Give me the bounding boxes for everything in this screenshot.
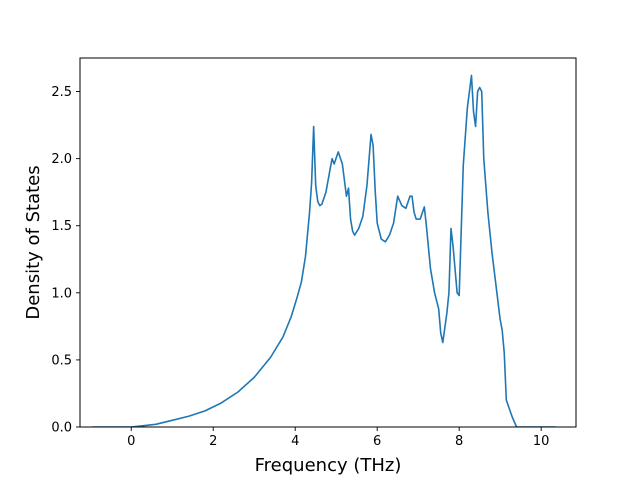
y-axis-label: Density of States [23, 165, 44, 319]
y-tick-label: 1.0 [51, 286, 72, 301]
y-tick-label: 2.0 [51, 152, 72, 167]
x-axis-label: Frequency (THz) [255, 455, 402, 476]
x-tick-label: 6 [373, 434, 381, 449]
axes-frame [79, 57, 577, 428]
x-tick-label: 10 [533, 434, 550, 449]
x-axis-ticks: 0 2 4 6 8 10 [127, 427, 549, 449]
y-axis-ticks: 0.0 0.5 1.0 1.5 2.0 2.5 [51, 85, 80, 436]
x-tick-label: 2 [209, 434, 217, 449]
y-tick-label: 0.0 [51, 421, 72, 436]
dos-series-line-0 [92, 74, 556, 427]
y-tick-label: 0.5 [51, 353, 72, 368]
x-tick-label: 4 [291, 434, 299, 449]
y-tick-label: 1.5 [51, 219, 72, 234]
x-tick-label: 0 [127, 434, 135, 449]
y-tick-label: 2.5 [51, 85, 72, 100]
x-tick-label: 8 [455, 434, 463, 449]
plot-area [92, 74, 556, 427]
